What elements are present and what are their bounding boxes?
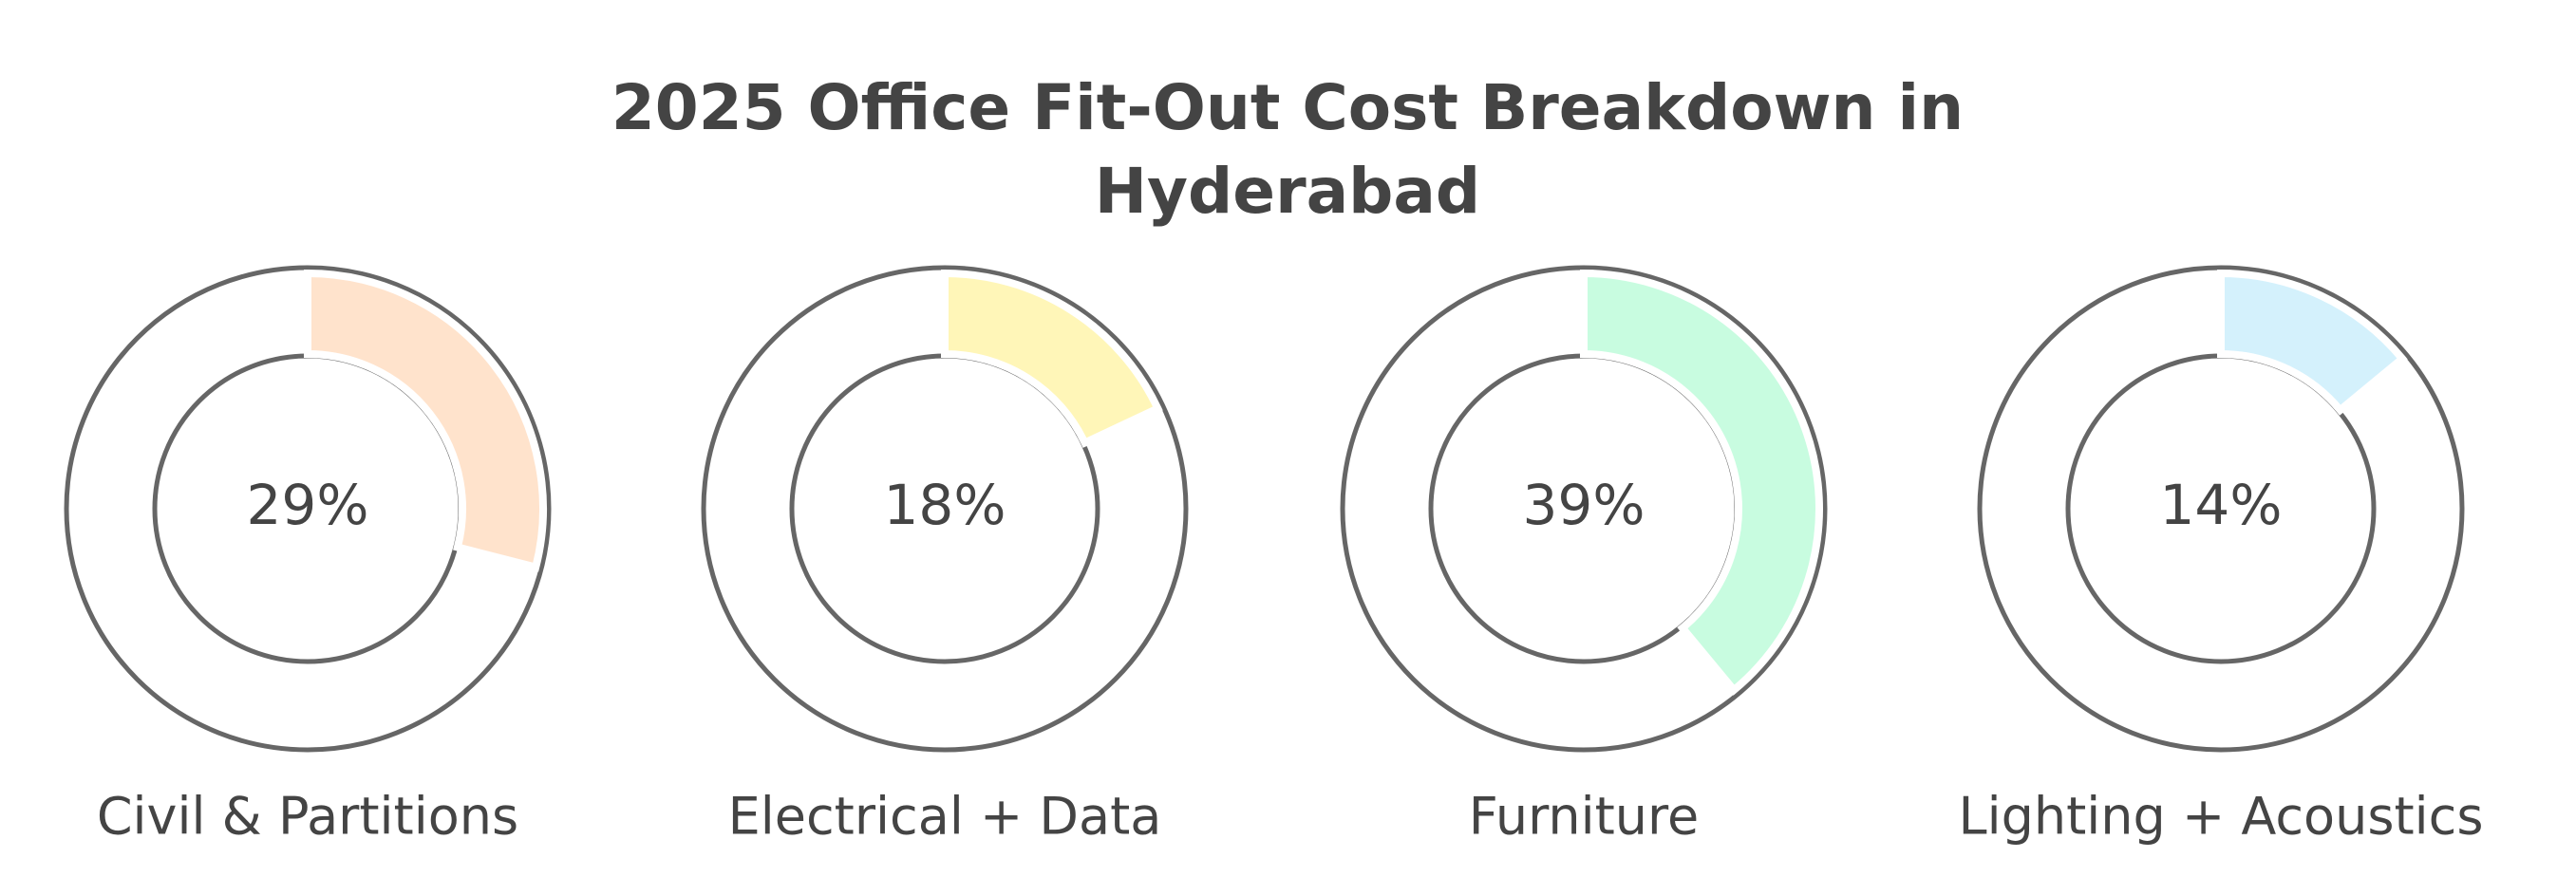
donut-outline bbox=[701, 265, 1189, 753]
value-label: 18% bbox=[884, 473, 1006, 537]
donut-outline bbox=[64, 265, 552, 753]
donut-segment bbox=[2217, 269, 2408, 416]
donut-outline bbox=[1977, 265, 2465, 753]
donut-segment bbox=[304, 269, 547, 572]
donut-outline bbox=[1340, 265, 1828, 753]
donut-segment bbox=[1580, 269, 1823, 696]
value-label: 14% bbox=[2160, 473, 2283, 537]
category-label: Electrical + Data bbox=[728, 787, 1162, 847]
category-label: Civil & Partitions bbox=[97, 787, 518, 847]
category-label: Furniture bbox=[1469, 787, 1699, 847]
category-label: Lighting + Acoustics bbox=[1959, 787, 2484, 847]
value-label: 39% bbox=[1523, 473, 1645, 537]
chart-title: 2025 Office Fit-Out Cost Breakdown in Hy… bbox=[611, 71, 1965, 228]
donut-segment bbox=[941, 269, 1163, 448]
value-label: 29% bbox=[247, 473, 369, 537]
